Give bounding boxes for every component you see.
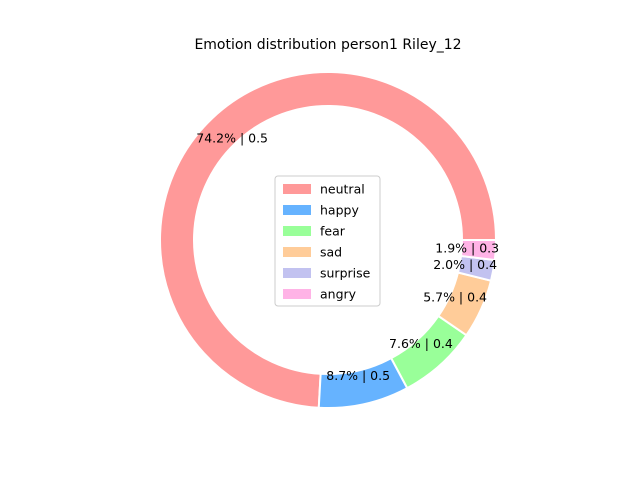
legend-label-happy: happy	[320, 203, 359, 218]
slice-label-angry: 1.9% | 0.3	[435, 240, 499, 255]
slice-label-sad: 5.7% | 0.4	[423, 289, 487, 304]
slice-label-surprise: 2.0% | 0.4	[433, 257, 497, 272]
slice-label-neutral: 74.2% | 0.5	[196, 131, 268, 146]
legend-label-angry: angry	[320, 287, 357, 302]
slice-neutral	[159, 71, 498, 409]
slice-labels: 74.2% | 0.5 8.7% | 0.5 7.6% | 0.4 5.7% | 0.…	[196, 131, 499, 383]
legend-swatch-fear	[283, 226, 311, 236]
legend-swatch-surprise	[283, 268, 311, 278]
slice-label-fear: 7.6% | 0.4	[389, 336, 453, 351]
legend-swatch-neutral	[283, 184, 311, 194]
slice-angry	[459, 239, 498, 262]
legend-swatch-happy	[283, 205, 311, 215]
legend-swatch-sad	[283, 247, 311, 257]
slice-label-happy: 8.7% | 0.5	[326, 368, 390, 383]
chart-title: Emotion distribution person1 Riley_12	[194, 37, 461, 53]
legend-swatch-angry	[283, 289, 311, 299]
legend-label-neutral: neutral	[320, 182, 365, 197]
legend-label-surprise: surprise	[320, 266, 371, 281]
legend-label-sad: sad	[320, 245, 342, 260]
donut-slices	[159, 71, 498, 409]
legend: neutral happy fear sad surprise angry	[274, 175, 381, 307]
legend-label-fear: fear	[320, 224, 346, 239]
